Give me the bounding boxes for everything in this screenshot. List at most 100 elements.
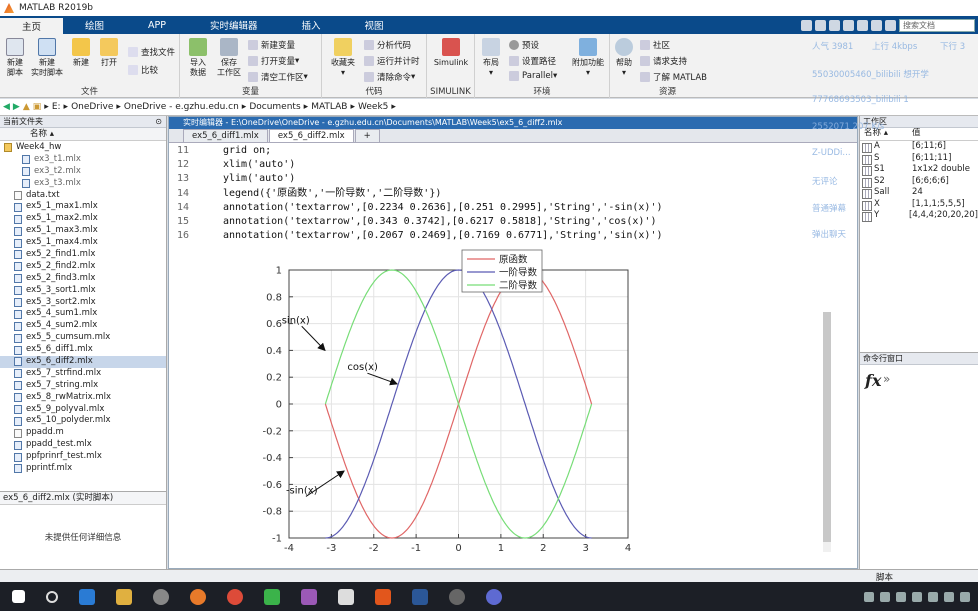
- address-segment[interactable]: OneDrive - e.gzhu.edu.cn: [123, 102, 239, 112]
- new-live-script-button[interactable]: 新建 实时脚本: [30, 36, 64, 78]
- paste-icon[interactable]: [843, 19, 854, 31]
- code-line[interactable]: 12 xlim('auto'): [169, 158, 829, 172]
- open-variable-button[interactable]: 打开变量 ▾: [248, 55, 299, 67]
- firefox-icon[interactable]: [190, 588, 206, 605]
- workspace-variable-row[interactable]: A [6;11;6]: [860, 141, 978, 153]
- panel-menu-icon[interactable]: ⊙: [155, 117, 162, 126]
- set-path-button[interactable]: 设置路径: [509, 55, 556, 67]
- community-button[interactable]: 社区: [640, 39, 670, 51]
- windows-start-icon[interactable]: [12, 590, 25, 603]
- media-player-icon[interactable]: [153, 588, 169, 605]
- code-line[interactable]: 16 annotation('textarrow',[0.2067 0.2469]…: [169, 229, 829, 243]
- run-and-time-button[interactable]: 运行并计时: [364, 55, 420, 67]
- new-script-button[interactable]: 新建 脚本: [2, 36, 28, 78]
- address-segment[interactable]: Week5: [358, 102, 389, 112]
- tab-insert[interactable]: 插入: [301, 21, 321, 32]
- code-area[interactable]: 11 grid on; 12 xlim('auto') 13 ylim('auto') 14…: [169, 144, 829, 241]
- request-support-button[interactable]: 请求支持: [640, 55, 687, 67]
- addons-button[interactable]: 附加功能 ▾: [569, 36, 607, 78]
- undo-icon[interactable]: [857, 19, 868, 31]
- import-data-button[interactable]: 导入 数据: [184, 36, 212, 78]
- file-row[interactable]: data.txt: [0, 190, 166, 202]
- tray-icon[interactable]: [944, 591, 954, 602]
- search-icon[interactable]: [46, 590, 58, 603]
- app-icon[interactable]: [301, 588, 317, 605]
- redo-icon[interactable]: [871, 19, 882, 31]
- wechat-icon[interactable]: [264, 588, 280, 605]
- find-files-button[interactable]: 查找文件: [128, 46, 175, 58]
- simulink-button[interactable]: Simulink: [429, 36, 473, 68]
- tray-icon[interactable]: [960, 591, 970, 602]
- workspace-name-column[interactable]: 名称 ▴: [864, 128, 888, 138]
- new-button[interactable]: 新建: [68, 36, 94, 68]
- file-row[interactable]: ex5_6_diff2.mlx: [0, 356, 166, 368]
- workspace-value-column[interactable]: 值: [912, 128, 921, 138]
- file-row[interactable]: Week4_hw: [0, 142, 166, 154]
- address-segment[interactable]: Documents: [249, 102, 301, 112]
- code-line[interactable]: 14 annotation('textarrow',[0.2234 0.2636]…: [169, 201, 829, 215]
- tray-icon[interactable]: [864, 591, 874, 602]
- editor-tab-diff2[interactable]: ex5_6_diff2.mlx: [268, 129, 354, 142]
- file-explorer-icon[interactable]: [116, 588, 132, 605]
- code-line[interactable]: 11 grid on;: [169, 144, 829, 158]
- file-row[interactable]: ppadd.m: [0, 427, 166, 439]
- help-icon[interactable]: [885, 19, 896, 31]
- file-row[interactable]: ex5_2_find3.mlx: [0, 273, 166, 285]
- workspace-variable-row[interactable]: S [6;11;11]: [860, 153, 978, 164]
- favorites-button[interactable]: 收藏夹 ▾: [326, 36, 360, 78]
- back-arrow-icon[interactable]: ◀: [3, 102, 10, 112]
- file-row[interactable]: ex5_1_max3.mlx: [0, 225, 166, 237]
- file-row[interactable]: ppadd_test.mlx: [0, 439, 166, 451]
- file-row[interactable]: ex5_2_find2.mlx: [0, 261, 166, 273]
- file-row[interactable]: ex5_5_cumsum.mlx: [0, 332, 166, 344]
- chrome-icon[interactable]: [227, 588, 243, 605]
- compare-button[interactable]: 比较: [128, 64, 158, 76]
- file-row[interactable]: ppfprinrf_test.mlx: [0, 451, 166, 463]
- file-row[interactable]: ex5_7_string.mlx: [0, 380, 166, 392]
- file-row[interactable]: ex5_2_find1.mlx: [0, 249, 166, 261]
- workspace-variable-row[interactable]: S1 1x1x2 double: [860, 164, 978, 176]
- parallel-button[interactable]: Parallel ▾: [509, 71, 557, 81]
- open-button[interactable]: 打开: [96, 36, 122, 68]
- address-segment[interactable]: E:: [51, 102, 61, 112]
- forward-arrow-icon[interactable]: ▶: [12, 102, 20, 112]
- command-window[interactable]: 命令行窗口 fx »: [859, 352, 978, 569]
- file-row[interactable]: pprintf.mlx: [0, 463, 166, 475]
- app-icon-2[interactable]: [486, 588, 502, 605]
- file-row[interactable]: ex5_4_sum1.mlx: [0, 308, 166, 320]
- editor-scrollbar[interactable]: [823, 312, 831, 552]
- workspace-variable-row[interactable]: X [1,1,1;5,5,5]: [860, 199, 978, 210]
- analyze-code-button[interactable]: 分析代码: [364, 39, 411, 51]
- workspace-variable-row[interactable]: Y [4,4,4;20,20,20]: [860, 210, 978, 222]
- address-segment[interactable]: OneDrive: [71, 102, 114, 112]
- file-row[interactable]: ex5_6_diff1.mlx: [0, 344, 166, 356]
- workspace-variable-row[interactable]: Sall 24: [860, 187, 978, 199]
- clear-commands-button[interactable]: 清除命令 ▾: [364, 71, 415, 83]
- file-row[interactable]: ex5_3_sort2.mlx: [0, 297, 166, 309]
- file-row[interactable]: ex5_4_sum2.mlx: [0, 320, 166, 332]
- code-line[interactable]: 13 ylim('auto'): [169, 172, 829, 186]
- tray-icon[interactable]: [880, 591, 890, 602]
- scrollbar-thumb[interactable]: [823, 312, 831, 542]
- code-line[interactable]: 14 legend({'原函数','一阶导数','二阶导数'}): [169, 187, 829, 201]
- layout-button[interactable]: 布局 ▾: [477, 36, 505, 78]
- file-row[interactable]: ex5_1_max4.mlx: [0, 237, 166, 249]
- tray-icon[interactable]: [912, 591, 922, 602]
- save-icon[interactable]: [801, 19, 812, 31]
- file-row[interactable]: ex3_t1.mlx: [0, 154, 166, 166]
- copy-icon[interactable]: [829, 19, 840, 31]
- edge-browser-icon[interactable]: [79, 588, 95, 605]
- new-tab-button[interactable]: +: [354, 129, 380, 142]
- file-row[interactable]: ex5_10_polyder.mlx: [0, 415, 166, 427]
- new-variable-button[interactable]: 新建变量: [248, 39, 295, 51]
- file-row[interactable]: ex5_7_strfind.mlx: [0, 368, 166, 380]
- file-row[interactable]: ex5_8_rwMatrix.mlx: [0, 392, 166, 404]
- file-row[interactable]: ex3_t3.mlx: [0, 178, 166, 190]
- file-row[interactable]: ex5_3_sort1.mlx: [0, 285, 166, 297]
- fx-icon[interactable]: fx: [865, 371, 882, 390]
- file-row[interactable]: ex5_9_polyval.mlx: [0, 404, 166, 416]
- tray-icon[interactable]: [928, 591, 938, 602]
- tray-icon[interactable]: [896, 591, 906, 602]
- tab-live-editor[interactable]: 实时编辑器: [210, 21, 258, 32]
- code-line[interactable]: 15 annotation('textarrow',[0.343 0.3742],…: [169, 215, 829, 229]
